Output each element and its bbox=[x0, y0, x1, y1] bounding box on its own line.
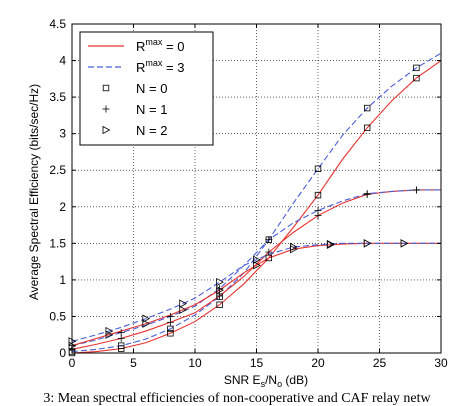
point-marker-rmax3-n1 bbox=[412, 186, 420, 194]
point-marker-rmax3-n0 bbox=[363, 104, 371, 112]
legend-box bbox=[79, 31, 214, 146]
legend-marker-plus bbox=[102, 105, 110, 113]
y-axis-label: Average Spectral Efficiency (bits/sec/Hz… bbox=[27, 84, 41, 300]
x-tick-label: 20 bbox=[311, 356, 325, 370]
legend-entry: N = 2 bbox=[102, 123, 167, 138]
point-marker-rmax0-n2 bbox=[142, 319, 151, 328]
y-tick-label: 2 bbox=[59, 200, 66, 214]
point-marker-rmax3-n0 bbox=[413, 64, 420, 72]
point-marker-rmax3-n2 bbox=[400, 239, 409, 248]
y-tick-label: 0.5 bbox=[49, 309, 66, 323]
legend-label: Rmax = 3 bbox=[136, 58, 184, 75]
y-tick-label: 3.5 bbox=[49, 90, 66, 104]
series-line-rmax0-n0 bbox=[71, 60, 442, 354]
point-marker-rmax0-n2 bbox=[216, 285, 224, 295]
x-axis-label-sub1: s bbox=[261, 379, 266, 389]
y-tick-label: 3 bbox=[59, 127, 66, 141]
legend-label-main: R bbox=[136, 60, 145, 75]
point-marker-rmax3-n2 bbox=[216, 277, 224, 287]
point-marker-rmax3-n2 bbox=[142, 314, 151, 323]
point-marker-rmax3-n1 bbox=[363, 190, 371, 198]
legend-entry: Rmax = 0 bbox=[88, 37, 184, 54]
point-marker-rmax0-n2 bbox=[253, 261, 261, 270]
series-line-rmax3-n0 bbox=[71, 52, 442, 353]
point-marker-rmax0-n0 bbox=[363, 124, 371, 132]
legend-label: N = 2 bbox=[136, 123, 167, 138]
series-line-rmax3-n1 bbox=[71, 189, 441, 347]
point-marker-rmax0-n1 bbox=[117, 334, 125, 342]
y-tick-label: 1 bbox=[59, 273, 66, 287]
y-tick-label: 1.5 bbox=[49, 236, 66, 250]
point-marker-rmax0-n2 bbox=[179, 305, 188, 315]
y-tick-label: 0 bbox=[59, 346, 66, 360]
point-marker-rmax3-n1 bbox=[117, 329, 125, 337]
legend-label: Rmax = 0 bbox=[136, 37, 184, 54]
legend-entry: N = 0 bbox=[102, 81, 167, 96]
legend-entry: N = 1 bbox=[102, 102, 167, 117]
legend-label-tail: = 0 bbox=[162, 39, 184, 54]
legend-label-sup: max bbox=[145, 58, 163, 68]
legend-label-tail: = 3 bbox=[162, 60, 184, 75]
x-tick-label: 5 bbox=[130, 356, 137, 370]
point-marker-rmax0-n0 bbox=[216, 301, 223, 308]
point-marker-rmax3-n0 bbox=[167, 325, 174, 333]
point-marker-rmax0-n0 bbox=[167, 330, 174, 337]
point-marker-rmax3-n2 bbox=[253, 255, 261, 264]
marker-layer bbox=[68, 64, 420, 357]
y-tick-label: 4.5 bbox=[49, 17, 66, 31]
point-marker-rmax0-n0 bbox=[314, 191, 322, 199]
y-tick-label: 2.5 bbox=[49, 163, 66, 177]
tick-layer: 0 5 10 15 20 25 30 0 0.5 1 1.5 2 2.5 3 3.5 4 4.5 bbox=[49, 17, 448, 370]
point-marker-rmax3-n2 bbox=[105, 326, 114, 336]
x-tick-label: 25 bbox=[373, 356, 387, 370]
point-marker-rmax0-n1 bbox=[216, 292, 224, 300]
y-tick-label: 4 bbox=[59, 54, 66, 68]
x-axis-label-main: SNR E bbox=[224, 373, 261, 387]
legend-label: N = 1 bbox=[136, 102, 167, 117]
point-marker-rmax3-n2 bbox=[326, 239, 335, 249]
point-marker-rmax3-n0 bbox=[314, 165, 322, 172]
series-layer bbox=[71, 52, 442, 354]
x-axis-label-mid: /N bbox=[265, 373, 277, 387]
point-marker-rmax3-n2 bbox=[363, 239, 372, 248]
x-tick-label: 0 bbox=[69, 356, 76, 370]
point-marker-rmax3-n1 bbox=[314, 206, 322, 214]
point-marker-rmax3-n2 bbox=[179, 299, 188, 308]
x-tick-label: 30 bbox=[434, 356, 448, 370]
figure-caption: 3: Mean spectral efficiencies of non-coo… bbox=[43, 391, 431, 406]
series-line-rmax3-n2 bbox=[71, 242, 441, 342]
legend-label-main: R bbox=[136, 39, 145, 54]
point-marker-rmax3-n0 bbox=[118, 342, 125, 349]
x-axis-label-tail: (dB) bbox=[282, 373, 308, 387]
point-marker-rmax3-n2 bbox=[289, 242, 298, 252]
legend-entry: Rmax = 3 bbox=[88, 58, 184, 75]
legend-label: N = 0 bbox=[136, 81, 167, 96]
legend-marker-square bbox=[102, 84, 110, 92]
point-marker-rmax0-n1 bbox=[166, 318, 174, 326]
x-tick-label: 10 bbox=[188, 356, 202, 370]
x-axis-label: SNR Es/No (dB) bbox=[224, 373, 308, 389]
point-marker-rmax0-n0 bbox=[413, 74, 420, 82]
x-axis-label-sub2: o bbox=[277, 379, 282, 389]
series-line-rmax0-n1 bbox=[71, 189, 441, 350]
point-marker-rmax3-n1 bbox=[265, 236, 273, 244]
point-marker-rmax3-n1 bbox=[166, 312, 174, 320]
legend-label-sup: max bbox=[145, 37, 163, 47]
legend-marker-triangle-right bbox=[102, 125, 111, 135]
x-tick-label: 15 bbox=[250, 356, 264, 370]
point-marker-rmax0-n1 bbox=[265, 248, 273, 256]
